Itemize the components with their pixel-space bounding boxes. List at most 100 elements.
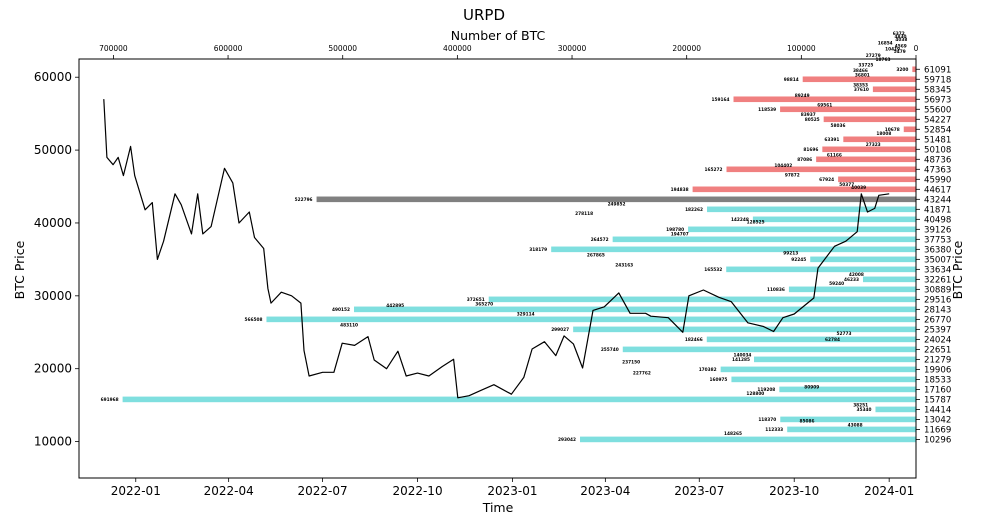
urpd-bar-label: 140034 [733,352,751,358]
urpd-bar-label: 98814 [784,77,799,83]
urpd-bar-label: 40039 [851,185,866,191]
urpd-bar-label: 165532 [704,267,722,273]
urpd-bar-labels: 3200 98814 37610 159164 118539 80525 10678 6339… [101,31,909,443]
right-y-tick-label: 25397 [924,325,951,335]
urpd-bar-label: 35340 [857,407,872,413]
urpd-bar-label: 3200 [896,67,908,73]
urpd-bar-label: 293042 [558,437,576,443]
urpd-bar-label: 62784 [825,337,840,343]
urpd-bar-label: 198780 [666,227,684,233]
urpd-bar-label: 10678 [885,127,900,133]
urpd-bar-label: 18008 [876,131,891,137]
urpd-bar-label: 27323 [866,142,881,148]
btc-price-line [103,99,890,399]
axes: 6109159718583455697355600542275285451481… [34,44,952,498]
urpd-bar-label: 59240 [829,281,844,287]
urpd-bar-label: 42008 [849,272,864,278]
urpd-bar-label: 237150 [622,360,640,366]
urpd-bar-label: 442895 [386,303,404,309]
urpd-bar-label: 264572 [591,237,609,243]
urpd-bar-label: 165272 [705,167,723,173]
urpd-bar-label: 118370 [758,417,776,423]
chart-title: URPD [463,6,505,24]
urpd-bar-label: 52773 [837,331,852,337]
urpd-bar-label: 249852 [608,202,626,208]
urpd-bar-label: 104402 [774,163,792,169]
urpd-bar [802,76,916,83]
urpd-bar-label: 36801 [855,73,870,79]
top-x-tick-label: 100000 [787,44,816,53]
urpd-bar-label: 329114 [517,312,535,318]
urpd-bar-label: 566508 [245,317,263,323]
urpd-bar-label: 128800 [746,391,764,397]
right-y-tick-label: 36380 [924,245,951,255]
urpd-bar-label: 194707 [671,231,689,237]
urpd-bar-label: 69561 [817,102,832,108]
plot-frame [78,58,917,479]
urpd-bar-label: 483110 [340,322,358,328]
y-tick-label: 30000 [34,289,72,303]
urpd-bar-label: 92245 [791,257,806,263]
urpd-bar-label: 80909 [804,384,819,390]
urpd-bar [872,86,916,93]
right-y-tick-label: 30889 [924,285,951,295]
urpd-bar [688,226,916,233]
urpd-bar-label: 5479 [894,49,906,55]
right-y-tick-label: 56973 [924,95,951,105]
urpd-bar-label: 170382 [699,367,717,373]
urpd-bar [862,276,916,283]
urpd-bar-label: 61166 [827,153,842,159]
right-y-tick-label: 37753 [924,235,951,245]
urpd-bar [752,216,916,223]
urpd-bar-label: 83937 [801,112,816,118]
y-tick-label: 60000 [34,70,72,84]
urpd-bar [838,176,916,183]
right-y-tick-label: 40498 [924,215,951,225]
urpd-bar-label: 365270 [475,301,493,307]
right-y-tick-label: 61091 [924,65,951,75]
urpd-bar [816,156,916,163]
urpd-bar-label: 267865 [587,253,605,259]
urpd-bar-label: 38353 [853,82,868,88]
right-y-tick-label: 48736 [924,155,951,165]
right-y-tick-label: 55600 [924,105,951,115]
urpd-bar-label: 372651 [467,297,485,303]
urpd-bar-label: 81696 [803,147,818,153]
right-y-tick-label: 18533 [924,375,951,385]
urpd-bar-label: 10419 [885,46,900,52]
urpd-bar [788,286,916,293]
urpd-bar [726,166,916,173]
urpd-bar [875,406,916,413]
urpd-bar [726,266,916,273]
y-tick-label: 40000 [34,216,72,230]
x-tick-label: 2023-04 [580,484,630,498]
x-tick-label: 2022-07 [297,484,347,498]
urpd-bar-label: 58036 [831,123,846,129]
urpd-bar [551,246,916,253]
right-y-tick-label: 24024 [924,335,951,345]
right-y-tick-label: 19906 [924,365,951,375]
urpd-bar [573,326,916,333]
urpd-bar-label: 46233 [844,277,859,283]
urpd-bar-label: 278118 [575,211,593,217]
x-tick-label: 2023-07 [674,484,724,498]
urpd-bar [122,396,916,403]
urpd-bar-label: 243163 [615,263,633,269]
top-x-axis-label: Number of BTC [451,28,546,43]
urpd-bar [316,196,916,203]
urpd-bar-label: 182466 [685,337,703,343]
urpd-bar-label: 490152 [332,307,350,313]
urpd-bar-label: 110836 [767,287,785,293]
urpd-bar [779,386,916,393]
x-tick-label: 2022-10 [392,484,442,498]
x-axis-label: Time [482,500,514,515]
right-y-tick-label: 15787 [924,395,951,405]
right-y-tick-label: 10296 [924,435,951,445]
top-x-tick-label: 0 [914,44,919,53]
right-y-tick-label: 11669 [924,425,951,435]
urpd-bar [823,116,916,123]
urpd-bar [780,416,916,423]
top-x-tick-label: 600000 [214,44,243,53]
right-y-tick-label: 33634 [924,265,951,275]
